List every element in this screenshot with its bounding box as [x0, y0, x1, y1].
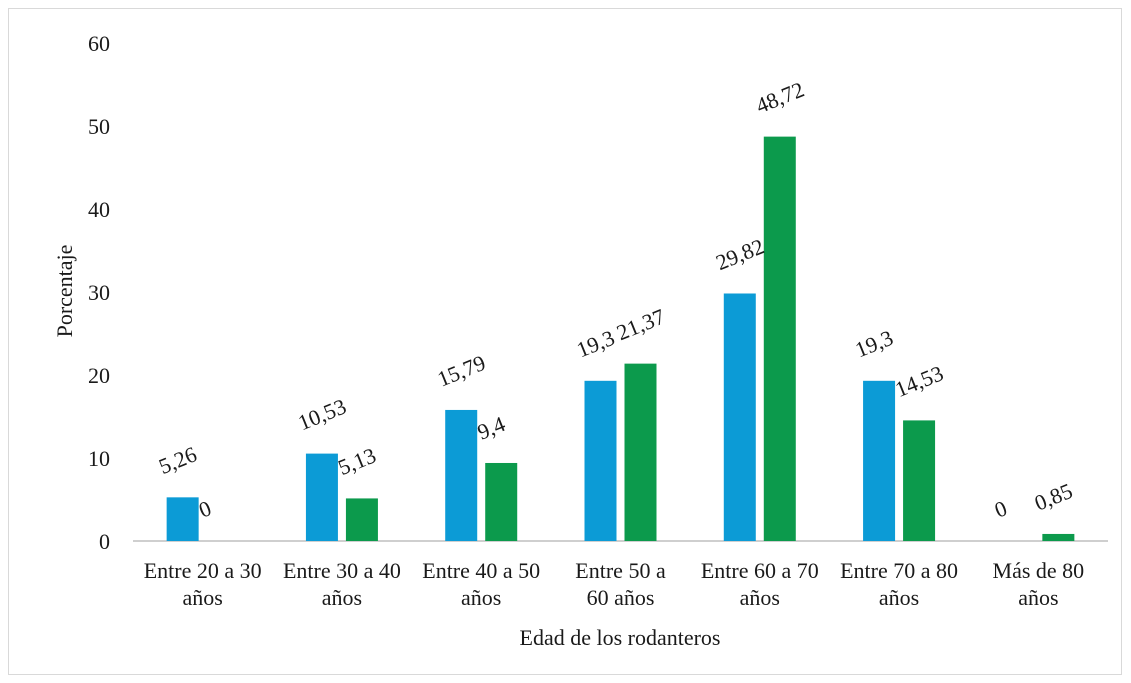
category-label: años	[879, 585, 919, 610]
data-label-series1: 0	[991, 495, 1011, 522]
category-label: 60 años	[587, 585, 655, 610]
data-label-series2: 0,85	[1031, 478, 1076, 516]
data-label-series1: 19,3	[573, 325, 618, 363]
category-label: años	[461, 585, 501, 610]
bar-series2	[624, 363, 657, 541]
category-label: años	[1018, 585, 1058, 610]
data-label-series1: 29,82	[712, 233, 767, 275]
category-label: años	[182, 585, 222, 610]
chart-frame	[8, 8, 1122, 675]
bar-series2	[485, 462, 518, 541]
data-label-series1: 19,3	[852, 325, 897, 363]
y-axis-ticks: 0 10 20 30 40 50 60	[88, 31, 110, 554]
category-label: Entre 30 a 40	[283, 558, 401, 583]
y-tick-label: 10	[88, 446, 110, 471]
data-label-series1: 15,79	[434, 350, 489, 392]
bar-series2	[345, 498, 378, 541]
category-label: Entre 60 a 70	[701, 558, 819, 583]
y-tick-label: 40	[88, 197, 110, 222]
category-label: Entre 50 a	[575, 558, 666, 583]
bar-series1	[166, 497, 199, 541]
y-tick-label: 60	[88, 31, 110, 56]
bar-series2	[763, 136, 796, 541]
y-tick-label: 30	[88, 280, 110, 305]
data-label-series2: 9,4	[474, 411, 509, 444]
data-label-series2: 21,37	[613, 304, 668, 346]
y-tick-label: 50	[88, 114, 110, 139]
y-tick-label: 20	[88, 363, 110, 388]
bar-series1	[445, 409, 478, 541]
data-label-series1: 5,26	[155, 441, 200, 479]
data-label-series2: 14,53	[892, 360, 947, 402]
bar-series1	[863, 380, 896, 541]
bar-series1	[584, 380, 617, 541]
bar-series2	[1042, 533, 1075, 541]
data-label-series2: 48,72	[752, 77, 807, 119]
x-axis-title: Edad de los rodanteros	[520, 625, 721, 650]
category-label: años	[740, 585, 780, 610]
bar-series1	[305, 453, 338, 541]
category-label: Entre 40 a 50	[422, 558, 540, 583]
data-label-series1: 10,53	[294, 394, 349, 436]
bars	[166, 136, 1075, 541]
data-label-series2: 5,13	[334, 442, 379, 480]
category-label: Más de 80	[993, 558, 1085, 583]
category-label: años	[322, 585, 362, 610]
bar-series2	[903, 420, 936, 541]
y-axis-title: Porcentaje	[52, 245, 77, 338]
y-tick-label: 0	[99, 529, 110, 554]
category-label: Entre 20 a 30	[144, 558, 262, 583]
category-label: Entre 70 a 80	[840, 558, 958, 583]
bar-series1	[723, 293, 756, 541]
